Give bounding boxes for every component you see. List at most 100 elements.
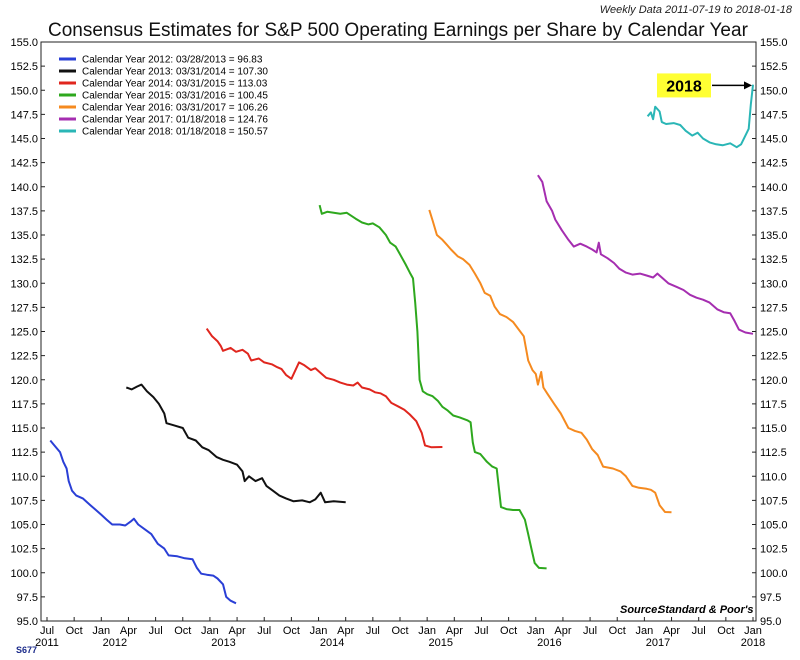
y-tick-label-right: 145.0: [760, 134, 788, 146]
y-tick-label-left: 132.5: [10, 254, 38, 266]
y-tick-label-left: 140.0: [10, 182, 38, 194]
x-tick-label: Oct: [391, 625, 408, 637]
x-tick-label: Oct: [717, 625, 734, 637]
x-tick-label: Oct: [174, 625, 191, 637]
x-tick-label: Apr: [229, 625, 246, 637]
x-tick-label: Jul: [366, 625, 380, 637]
x-tick-label: Jul: [149, 625, 163, 637]
legend-entry: Calendar Year 2015: 03/31/2016 = 100.45: [82, 91, 268, 102]
y-tick-label-right: 107.5: [760, 495, 788, 507]
y-tick-label-left: 110.0: [11, 471, 38, 483]
y-tick-label-right: 132.5: [760, 254, 788, 266]
y-tick-label-left: 137.5: [10, 206, 38, 218]
y-tick-label-right: 122.5: [760, 351, 788, 363]
x-year-label: 2013: [211, 637, 235, 649]
y-tick-label-right: 147.5: [760, 109, 788, 121]
x-tick-label: Jan: [418, 625, 436, 637]
x-axis: Jul Oct Jan Apr Jul Oct Jan Apr Jul Oct Jan Apr Jul O…: [35, 617, 765, 649]
legend-entry: Calendar Year 2016: 03/31/2017 = 106.26: [82, 103, 268, 114]
x-tick-label: Jan: [201, 625, 219, 637]
y-tick-label-left: 112.5: [11, 447, 38, 459]
series-line-calendar-year-2013: [125, 383, 346, 504]
y-tick-label-left: 102.5: [10, 544, 38, 556]
x-tick-label: Jan: [527, 625, 545, 637]
x-tick-label: Jan: [744, 625, 762, 637]
y-tick-label-right: 135.0: [760, 230, 788, 242]
x-tick-label: Jul: [257, 625, 271, 637]
x-tick-label: Jul: [583, 625, 597, 637]
legend: Calendar Year 2012: 03/28/2013 = 96.83Ca…: [59, 55, 268, 138]
y-tick-label-right: 125.0: [760, 327, 788, 339]
footer-code: S677: [16, 645, 38, 655]
source-name: Standard & Poor's: [658, 604, 754, 616]
x-tick-label: Jan: [636, 625, 654, 637]
legend-entry: Calendar Year 2017: 01/18/2018 = 124.76: [82, 115, 268, 126]
y-tick-label-right: 95.0: [760, 616, 781, 628]
y-axis-right: 155.0 152.5 150.0 147.5 145.0 142.5 140.0 137.5…: [752, 37, 788, 628]
y-axis-left: 155.0 152.5 150.0 147.5 145.0 142.5 140.0 137.5…: [10, 37, 45, 628]
series-line-calendar-year-2016: [428, 209, 672, 514]
y-tick-label-right: 120.0: [760, 375, 788, 387]
y-tick-label-right: 137.5: [760, 206, 788, 218]
y-tick-label-left: 115.0: [11, 423, 38, 435]
y-tick-label-left: 100.0: [10, 568, 38, 580]
y-tick-label-right: 112.5: [760, 447, 787, 459]
y-tick-label-left: 135.0: [10, 230, 38, 242]
x-tick-label: Jul: [40, 625, 54, 637]
callout-2018: 2018: [657, 73, 752, 98]
y-tick-label-left: 145.0: [10, 134, 38, 146]
y-tick-label-left: 152.5: [10, 61, 38, 73]
y-tick-label-right: 110.0: [760, 471, 787, 483]
y-tick-label-right: 127.5: [760, 302, 788, 314]
y-tick-label-right: 115.0: [760, 423, 787, 435]
x-year-label: 2018: [741, 637, 765, 649]
y-tick-label-right: 150.0: [760, 85, 788, 97]
y-tick-label-left: 95.0: [17, 616, 38, 628]
y-tick-label-left: 107.5: [10, 495, 38, 507]
series-line-calendar-year-2012: [49, 439, 237, 605]
x-tick-label: Jan: [310, 625, 328, 637]
y-tick-label-left: 127.5: [10, 302, 38, 314]
callout-box: [657, 73, 711, 98]
x-tick-label: Oct: [609, 625, 626, 637]
y-tick-label-right: 140.0: [760, 182, 788, 194]
series-group: [49, 84, 754, 605]
x-year-label: 2015: [428, 637, 452, 649]
x-tick-label: Apr: [337, 625, 354, 637]
y-tick-label-right: 130.0: [760, 278, 788, 290]
x-year-label: 2016: [537, 637, 561, 649]
x-tick-label: Apr: [446, 625, 463, 637]
y-tick-label-right: 100.0: [760, 568, 788, 580]
y-tick-label-left: 155.0: [10, 37, 38, 49]
legend-entry: Calendar Year 2013: 03/31/2014 = 107.30: [82, 67, 268, 78]
y-tick-label-left: 142.5: [10, 158, 38, 170]
y-tick-label-right: 105.0: [760, 520, 788, 532]
y-tick-label-left: 130.0: [10, 278, 38, 290]
y-tick-label-left: 122.5: [10, 351, 38, 363]
chart-subtitle: Weekly Data 2011-07-19 to 2018-01-18: [599, 4, 792, 16]
legend-entry: Calendar Year 2014: 03/31/2015 = 113.03: [82, 79, 268, 90]
y-tick-label-left: 147.5: [10, 109, 38, 121]
source-label: Source:: [620, 604, 661, 616]
legend-entry: Calendar Year 2012: 03/28/2013 = 96.83: [82, 55, 263, 66]
y-tick-label-right: 152.5: [760, 61, 788, 73]
x-year-label: 2011: [35, 637, 59, 649]
x-tick-label: Apr: [554, 625, 571, 637]
y-tick-label-right: 97.5: [760, 592, 781, 604]
x-tick-label: Apr: [120, 625, 137, 637]
y-tick-label-right: 142.5: [760, 158, 788, 170]
callout-label: 2018: [666, 78, 702, 95]
legend-entry: Calendar Year 2018: 01/18/2018 = 150.57: [82, 127, 268, 138]
x-year-label: 2017: [646, 637, 670, 649]
x-tick-label: Oct: [283, 625, 300, 637]
x-tick-label: Oct: [66, 625, 83, 637]
y-tick-label-left: 117.5: [11, 399, 38, 411]
y-tick-label-left: 125.0: [10, 327, 38, 339]
x-year-label: 2014: [320, 637, 344, 649]
y-tick-label-left: 120.0: [10, 375, 38, 387]
series-line-calendar-year-2018: [646, 84, 754, 149]
y-tick-label-left: 105.0: [10, 520, 38, 532]
series-line-calendar-year-2014: [205, 328, 443, 449]
y-tick-label-right: 102.5: [760, 544, 788, 556]
